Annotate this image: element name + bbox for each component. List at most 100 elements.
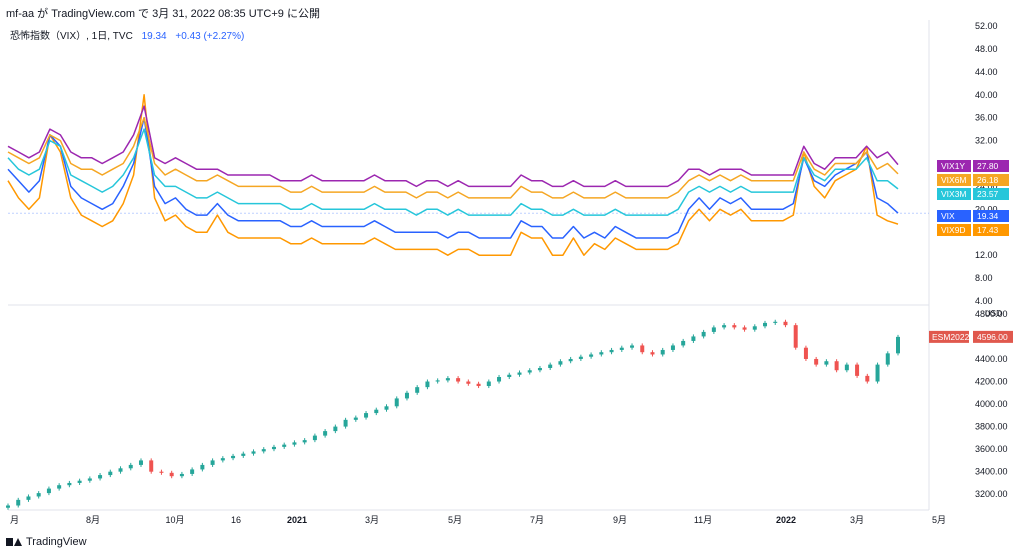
legend-value: 19.34 (141, 31, 167, 42)
x-tick-label: 16 (231, 515, 241, 525)
upper-y-tick-label: 40.00 (975, 90, 998, 100)
lower-y-tick-label: 4400.00 (975, 354, 1008, 364)
x-tick-label: 2022 (776, 515, 796, 525)
series-name-label: VIX1Y (941, 161, 965, 171)
esm-value-label: 4596.00 (977, 332, 1008, 342)
series-value-label: 17.43 (977, 225, 999, 235)
candle-body (507, 374, 512, 378)
footer-brand: TradingView (26, 536, 87, 548)
series-value-tag-vix1y (973, 160, 1009, 172)
candle-body (466, 381, 471, 384)
legend-symbol[interactable]: 恐怖指数（VIX）, 1日, TVC (10, 31, 133, 42)
candle-body (630, 345, 635, 348)
x-tick-label: 5月 (932, 515, 946, 525)
upper-y-tick-label: 24.00 (975, 181, 998, 191)
candle-body (353, 417, 358, 420)
x-tick-label: 3月 (850, 515, 864, 525)
x-tick-label: 2021 (287, 515, 307, 525)
x-tick-label: 10月 (165, 515, 184, 525)
candle-body (138, 460, 143, 465)
candle-body (241, 453, 246, 456)
candle-body (865, 375, 870, 382)
candle-body (394, 398, 399, 407)
candle-body (57, 485, 62, 489)
candle-body (343, 419, 348, 427)
candle-body (742, 327, 747, 330)
series-line-vix9d (7, 94, 899, 256)
esm-value-tag (973, 330, 1013, 343)
lower-y-tick-label: 4800.00 (975, 309, 1008, 319)
candle-body (619, 347, 624, 350)
series-value-label: 26.18 (977, 175, 999, 185)
upper-y-tick-label: 8.00 (975, 273, 993, 283)
series-name-tag-vix6m (937, 174, 971, 186)
upper-y-tick-label: 44.00 (975, 67, 998, 77)
candle-body (548, 364, 553, 368)
candle-body (77, 480, 82, 483)
x-tick-label: 9月 (613, 515, 627, 525)
series-line-vix1y (7, 105, 899, 188)
series-name-label: VIX3M (941, 189, 967, 199)
esm-name-label: ESM2022 (932, 332, 970, 342)
candle-body (36, 493, 41, 497)
chart-legend: 恐怖指数（VIX）, 1日, TVC 19.34 +0.43 (+2.27%) (10, 27, 244, 42)
series-value-label: 23.57 (977, 189, 999, 199)
candle-body (527, 370, 532, 373)
candle-body (282, 444, 287, 447)
series-name-tag-vix1y (937, 160, 971, 172)
candle-body (578, 356, 583, 359)
candle-body (609, 349, 614, 353)
candle-body (292, 442, 297, 445)
x-tick-label: 月 (10, 515, 19, 525)
candle-body (404, 392, 409, 399)
candle-body (302, 440, 307, 443)
candle-body (456, 378, 461, 382)
candle-body (875, 364, 880, 382)
candle-body (220, 458, 225, 461)
upper-y-tick-label: 32.00 (975, 136, 998, 146)
tradingview-logo-icon (6, 537, 22, 547)
series-name-tag-vix3m (937, 188, 971, 200)
esm-name-tag (929, 330, 969, 343)
candle-body (783, 321, 788, 326)
series-value-tag-vix3m (973, 188, 1009, 200)
candle-body (722, 325, 727, 328)
candle-body (855, 364, 860, 376)
candle-body (537, 367, 542, 371)
candle-body (599, 352, 604, 355)
candle-body (834, 361, 839, 371)
upper-y-tick-label: 52.00 (975, 21, 998, 31)
x-tick-label: 8月 (86, 515, 100, 525)
candle-body (415, 387, 420, 393)
candle-body (711, 327, 716, 332)
lower-y-tick-label: 3200.00 (975, 489, 1008, 499)
upper-y-tick-label: 36.00 (975, 113, 998, 123)
candle-body (46, 488, 51, 494)
candle-body (108, 471, 113, 476)
upper-y-tick-label: 4.00 (975, 296, 993, 306)
series-value-label: 27.80 (977, 161, 999, 171)
candle-body (374, 409, 379, 414)
candle-body (210, 460, 215, 465)
candle-body (558, 361, 563, 365)
candle-body (896, 336, 900, 354)
series-line-vix3m (7, 128, 899, 216)
series-value-label: 19.34 (977, 211, 999, 221)
lower-y-tick-label: 4200.00 (975, 377, 1008, 387)
series-name-label: VIX (941, 211, 955, 221)
upper-y-tick-label: 20.00 (975, 204, 998, 214)
candle-body (231, 455, 236, 459)
candle-body (190, 469, 195, 474)
candle-body (333, 426, 338, 432)
candle-body (384, 406, 389, 410)
candle-body (364, 413, 369, 418)
lower-y-tick-label: 3600.00 (975, 444, 1008, 454)
candle-body (732, 325, 737, 328)
series-name-tag-vix (937, 210, 971, 222)
candle-body (16, 499, 21, 506)
candle-body (435, 380, 440, 382)
lower-y-tick-label: 3400.00 (975, 467, 1008, 477)
candle-body (497, 377, 502, 382)
